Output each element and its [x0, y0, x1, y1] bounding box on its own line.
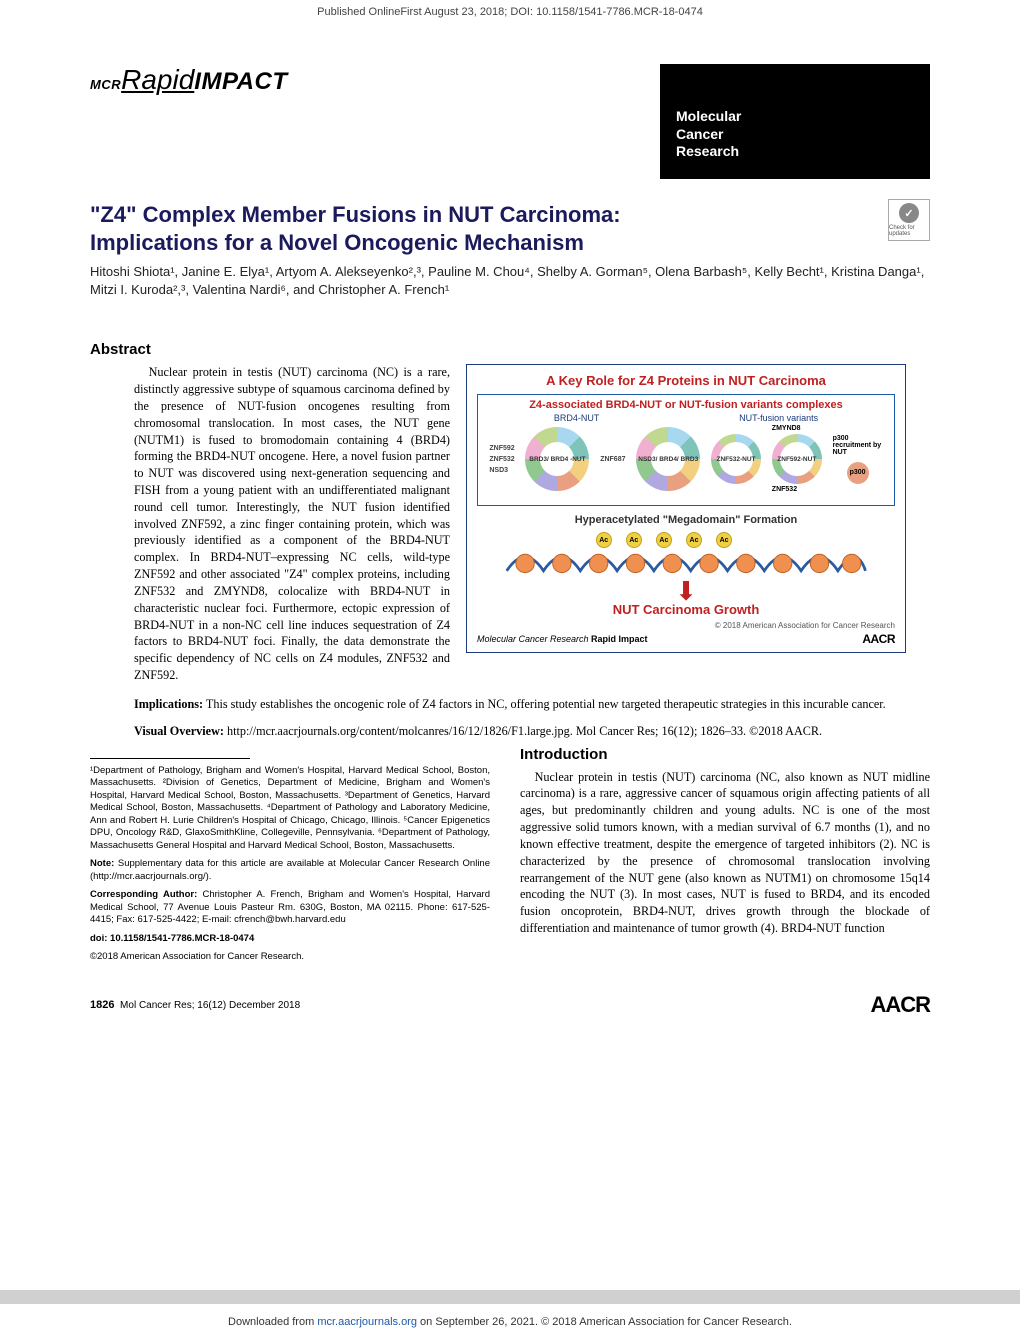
corresponding-author-text: Corresponding Author: Christopher A. Fre…: [90, 889, 490, 927]
figure-copyright: © 2018 American Association for Cancer R…: [477, 621, 895, 630]
gray-band: [0, 1290, 1020, 1304]
note-text: Note: Supplementary data for this articl…: [90, 858, 490, 883]
fig-sub-right: NUT-fusion variants: [739, 413, 818, 423]
donut-2: NSD3/ BRD4/ BRD3: [636, 427, 700, 491]
title-line-1: "Z4" Complex Member Fusions in NUT Carci…: [90, 201, 874, 229]
affiliations-text: ¹Department of Pathology, Brigham and Wo…: [90, 765, 490, 853]
article-title: "Z4" Complex Member Fusions in NUT Carci…: [90, 201, 874, 257]
download-footer: Downloaded from mcr.aacrjournals.org on …: [0, 1316, 1020, 1328]
journal-section-logo: MCRRapidIMPACT: [90, 64, 660, 96]
check-updates-badge[interactable]: ✓ Check for updates: [888, 199, 930, 241]
abstract-text: Nuclear protein in testis (NUT) carcinom…: [134, 364, 450, 684]
fig-sub-left: BRD4-NUT: [554, 413, 600, 423]
check-icon: ✓: [899, 203, 919, 223]
figure-footer-left: Molecular Cancer Research Rapid Impact: [477, 634, 648, 644]
journal-line-1: Molecular: [676, 108, 930, 126]
introduction-heading: Introduction: [520, 746, 930, 763]
donut-2-label: NSD3/ BRD4/ BRD3: [638, 456, 698, 463]
donut-3-label: ZNF532-NUT: [717, 456, 756, 463]
abstract-heading: Abstract: [90, 341, 930, 358]
fig-mid-label-1: ZNF687: [600, 456, 625, 463]
ac-badge-1: Ac: [596, 532, 612, 548]
donut-4: ZNF592-NUT: [772, 434, 822, 484]
fig-left-label-2: ZNF532: [489, 456, 514, 463]
journal-name-box: Molecular Cancer Research: [660, 64, 930, 179]
download-link[interactable]: mcr.aacrjournals.org: [317, 1316, 417, 1328]
figure-complex-box: Z4-associated BRD4-NUT or NUT-fusion var…: [477, 394, 895, 506]
journal-line-3: Research: [676, 143, 930, 161]
donut-3: ZNF532-NUT: [711, 434, 761, 484]
donut-1-label: BRD3/ BRD4 -NUT: [529, 456, 585, 463]
visual-overview-text: Visual Overview: http://mcr.aacrjournals…: [90, 723, 930, 740]
footnote-rule: [90, 758, 250, 759]
fig-right-label-1: ZMYND8: [772, 425, 801, 432]
copyright-text: ©2018 American Association for Cancer Re…: [90, 951, 490, 964]
header-row: MCRRapidIMPACT Molecular Cancer Research: [90, 64, 930, 179]
title-line-2: Implications for a Novel Oncogenic Mecha…: [90, 229, 874, 257]
logo-impact: IMPACT: [194, 68, 287, 95]
megadomain-title: Hyperacetylated "Megadomain" Formation: [575, 514, 798, 526]
figure-aacr-logo: AACR: [862, 632, 895, 646]
donut-4-label: ZNF592-NUT: [777, 456, 816, 463]
introduction-body: Nuclear protein in testis (NUT) carcinom…: [520, 769, 930, 937]
page-footer: 1826 Mol Cancer Res; 16(12) December 201…: [90, 992, 930, 1018]
logo-mcr: MCR: [90, 77, 121, 92]
aacr-logo: AACR: [870, 992, 930, 1018]
fig-right-anno-2: ZNF532: [772, 486, 797, 493]
ac-badge-3: Ac: [656, 532, 672, 548]
logo-rapid: Rapid: [121, 64, 194, 95]
figure-box-title: Z4-associated BRD4-NUT or NUT-fusion var…: [484, 399, 888, 411]
figure-growth-label: NUT Carcinoma Growth: [613, 602, 760, 617]
journal-line-2: Cancer: [676, 126, 930, 144]
publish-header: Published OnlineFirst August 23, 2018; D…: [0, 0, 1020, 24]
down-arrow-icon: ⬇: [675, 584, 697, 600]
check-label: Check for updates: [889, 225, 929, 237]
chromatin-diagram: Ac Ac Ac Ac Ac: [498, 534, 874, 580]
introduction-column: Introduction Nuclear protein in testis (…: [520, 746, 930, 970]
author-list: Hitoshi Shiota¹, Janine E. Elya¹, Artyom…: [90, 263, 930, 299]
p300-icon: p300: [847, 462, 869, 484]
ac-badge-2: Ac: [626, 532, 642, 548]
visual-abstract-figure: A Key Role for Z4 Proteins in NUT Carcin…: [466, 364, 906, 653]
figure-title: A Key Role for Z4 Proteins in NUT Carcin…: [546, 373, 826, 388]
donut-1: BRD3/ BRD4 -NUT: [525, 427, 589, 491]
fig-left-label-3: NSD3: [489, 467, 514, 474]
fig-p300-anno: p300 recruitment by NUT: [833, 435, 883, 456]
fig-left-label-1: ZNF592: [489, 445, 514, 452]
page-number-citation: 1826 Mol Cancer Res; 16(12) December 201…: [90, 999, 300, 1011]
footnotes-column: ¹Department of Pathology, Brigham and Wo…: [90, 746, 490, 970]
implications-text: Implications: This study establishes the…: [90, 696, 930, 713]
doi-text: doi: 10.1158/1541-7786.MCR-18-0474: [90, 933, 490, 946]
